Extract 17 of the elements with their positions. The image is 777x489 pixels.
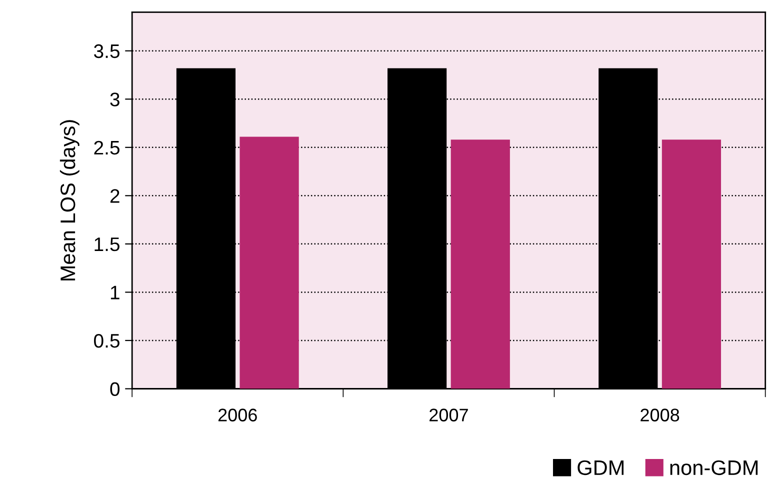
legend-label: GDM (578, 460, 624, 476)
bar (450, 140, 510, 389)
y-axis-title: Mean LOS (days) (60, 120, 80, 280)
y-tick-label: 2 (110, 189, 120, 203)
x-tick-label: 2006 (218, 408, 257, 422)
y-tick-label: 1.5 (94, 238, 120, 252)
bar (240, 136, 299, 389)
y-tick-label: 0.5 (94, 334, 120, 348)
x-tick-label: 2008 (640, 408, 680, 422)
y-tick-label: 1 (110, 286, 120, 300)
y-tick-label: 0 (110, 382, 120, 396)
y-tick-label: 3 (110, 92, 120, 106)
y-tick-label: 2.5 (94, 140, 120, 155)
bar (662, 140, 722, 389)
x-tick-label: 2007 (430, 408, 468, 422)
y-tick-label: 3.5 (94, 44, 120, 58)
legend-label: non-GDM (670, 460, 758, 476)
